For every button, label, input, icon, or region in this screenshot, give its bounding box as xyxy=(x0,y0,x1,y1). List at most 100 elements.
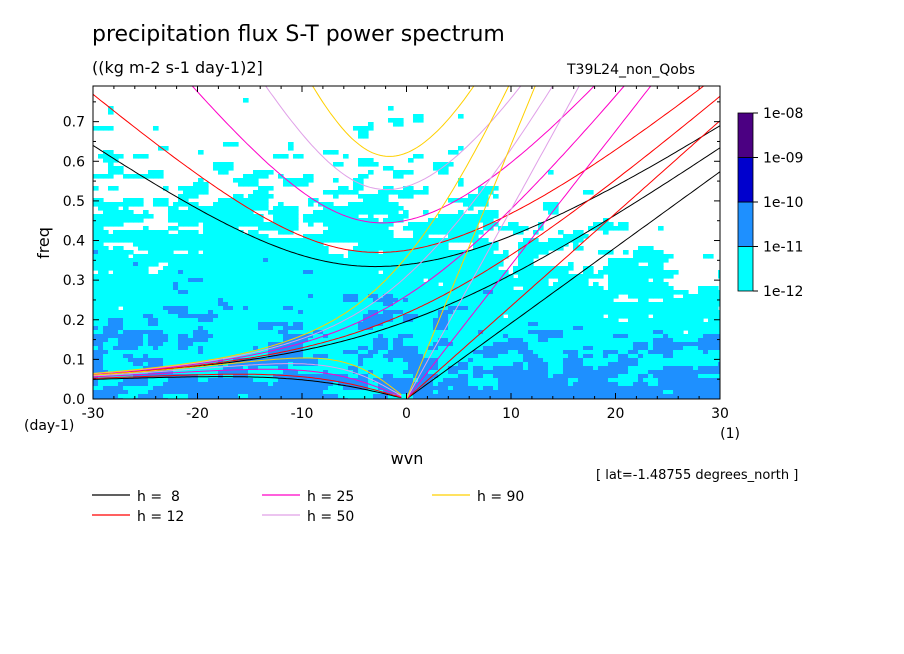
spectrum-cell xyxy=(238,298,244,303)
spectrum-cell xyxy=(138,290,144,295)
spectrum-cell xyxy=(298,310,304,315)
spectrum-cell xyxy=(308,278,314,283)
spectrum-cell xyxy=(153,354,159,359)
spectrum-cell xyxy=(208,346,214,351)
spectrum-cell xyxy=(278,210,284,215)
spectrum-cell xyxy=(718,330,720,335)
spectrum-cell xyxy=(113,358,119,363)
spectrum-cell xyxy=(163,286,169,291)
spectrum-cell xyxy=(663,338,669,343)
spectrum-cell xyxy=(378,258,384,263)
spectrum-cell xyxy=(218,366,224,371)
spectrum-cell xyxy=(648,358,654,363)
spectrum-cell xyxy=(218,282,224,287)
spectrum-cell xyxy=(523,370,529,375)
spectrum-cell xyxy=(248,350,254,355)
spectrum-cell xyxy=(638,306,644,311)
spectrum-cell xyxy=(578,278,584,283)
spectrum-cell xyxy=(403,314,409,319)
spectrum-cell xyxy=(588,310,594,315)
spectrum-cell xyxy=(228,318,234,323)
spectrum-cell xyxy=(253,202,259,207)
spectrum-cell xyxy=(138,278,144,283)
spectrum-cell xyxy=(468,370,474,375)
spectrum-cell xyxy=(363,222,369,227)
spectrum-cell xyxy=(563,238,569,243)
spectrum-cell xyxy=(248,246,254,251)
spectrum-cell xyxy=(378,362,384,367)
spectrum-cell xyxy=(138,338,144,343)
spectrum-cell xyxy=(268,286,274,291)
spectrum-cell xyxy=(388,238,394,243)
spectrum-cell xyxy=(558,346,564,351)
spectrum-cell xyxy=(303,326,309,331)
spectrum-cell xyxy=(468,298,474,303)
spectrum-cell xyxy=(483,370,489,375)
spectrum-cell xyxy=(633,282,639,287)
spectrum-cell xyxy=(243,294,249,299)
spectrum-cell xyxy=(363,210,369,215)
spectrum-cell xyxy=(478,250,484,255)
spectrum-cell xyxy=(478,334,484,339)
spectrum-cell xyxy=(203,286,209,291)
spectrum-cell xyxy=(368,330,374,335)
spectrum-cell xyxy=(258,254,264,259)
spectrum-cell xyxy=(153,230,159,235)
spectrum-cell xyxy=(403,366,409,371)
spectrum-cell xyxy=(493,258,499,263)
spectrum-cell xyxy=(163,274,169,279)
spectrum-cell xyxy=(388,246,394,251)
spectrum-cell xyxy=(483,258,489,263)
spectrum-cell xyxy=(693,338,699,343)
spectrum-cell xyxy=(158,310,164,315)
spectrum-cell xyxy=(388,186,394,191)
spectrum-cell xyxy=(223,314,229,319)
spectrum-cell xyxy=(358,290,364,295)
spectrum-cell xyxy=(328,302,334,307)
spectrum-cell xyxy=(318,374,324,379)
spectrum-cell xyxy=(458,230,464,235)
spectrum-cell xyxy=(138,258,144,263)
spectrum-cell xyxy=(513,326,519,331)
spectrum-cell xyxy=(698,374,704,379)
spectrum-cell xyxy=(623,282,629,287)
spectrum-cell xyxy=(113,282,119,287)
spectrum-cell xyxy=(453,294,459,299)
spectrum-cell xyxy=(458,326,464,331)
spectrum-cell xyxy=(598,378,604,383)
spectrum-cell xyxy=(663,310,669,315)
spectrum-cell xyxy=(133,378,139,383)
spectrum-cell xyxy=(233,314,239,319)
spectrum-cell xyxy=(508,370,514,375)
spectrum-cell xyxy=(398,358,404,363)
spectrum-cell xyxy=(193,214,199,219)
spectrum-cell xyxy=(208,262,214,267)
spectrum-cell xyxy=(188,326,194,331)
spectrum-cell xyxy=(638,346,644,351)
spectrum-cell xyxy=(288,338,294,343)
spectrum-cell xyxy=(233,370,239,375)
spectrum-cell xyxy=(308,250,314,255)
spectrum-cell xyxy=(223,230,229,235)
spectrum-cell xyxy=(368,306,374,311)
spectrum-cell xyxy=(208,270,214,275)
spectrum-cell xyxy=(418,254,424,259)
spectrum-cell xyxy=(113,214,119,219)
spectrum-cell xyxy=(603,270,609,275)
spectrum-cell xyxy=(608,310,614,315)
spectrum-cell xyxy=(293,238,299,243)
spectrum-cell xyxy=(548,342,554,347)
spectrum-cell xyxy=(503,254,509,259)
spectrum-cell xyxy=(643,334,649,339)
spectrum-cell xyxy=(473,338,479,343)
spectrum-cell xyxy=(203,306,209,311)
spectrum-cell xyxy=(118,374,124,379)
spectrum-cell xyxy=(358,270,364,275)
spectrum-cell xyxy=(438,370,444,375)
spectrum-cell xyxy=(428,354,434,359)
spectrum-cell xyxy=(443,290,449,295)
spectrum-cell xyxy=(128,266,134,271)
spectrum-cell xyxy=(643,310,649,315)
spectrum-cell xyxy=(208,326,214,331)
spectrum-cell xyxy=(113,318,119,323)
